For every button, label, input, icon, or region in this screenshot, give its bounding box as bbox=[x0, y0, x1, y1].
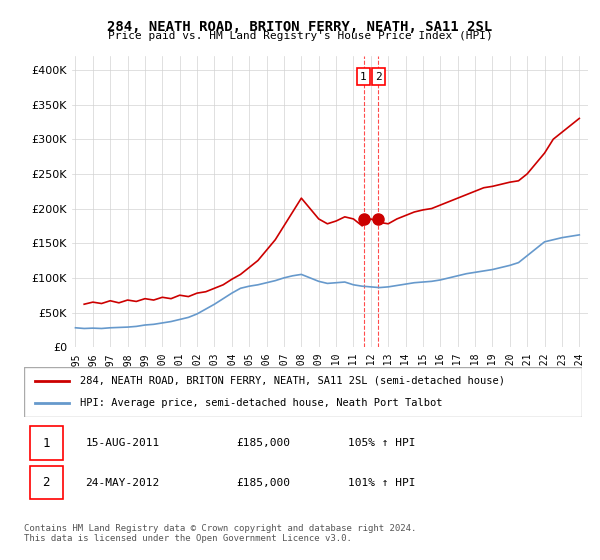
Text: 101% ↑ HPI: 101% ↑ HPI bbox=[347, 478, 415, 488]
Text: 105% ↑ HPI: 105% ↑ HPI bbox=[347, 438, 415, 448]
Text: 2: 2 bbox=[43, 477, 50, 489]
Text: HPI: Average price, semi-detached house, Neath Port Talbot: HPI: Average price, semi-detached house,… bbox=[80, 398, 442, 408]
FancyBboxPatch shape bbox=[29, 427, 63, 460]
Text: 284, NEATH ROAD, BRITON FERRY, NEATH, SA11 2SL (semi-detached house): 284, NEATH ROAD, BRITON FERRY, NEATH, SA… bbox=[80, 376, 505, 386]
Text: Contains HM Land Registry data © Crown copyright and database right 2024.
This d: Contains HM Land Registry data © Crown c… bbox=[24, 524, 416, 543]
FancyBboxPatch shape bbox=[24, 367, 582, 417]
Text: 24-MAY-2012: 24-MAY-2012 bbox=[85, 478, 160, 488]
Text: 1: 1 bbox=[360, 72, 367, 82]
FancyBboxPatch shape bbox=[29, 466, 63, 500]
Text: 15-AUG-2011: 15-AUG-2011 bbox=[85, 438, 160, 448]
Text: £185,000: £185,000 bbox=[236, 438, 290, 448]
Text: 1: 1 bbox=[43, 437, 50, 450]
Text: £185,000: £185,000 bbox=[236, 478, 290, 488]
Text: 284, NEATH ROAD, BRITON FERRY, NEATH, SA11 2SL: 284, NEATH ROAD, BRITON FERRY, NEATH, SA… bbox=[107, 20, 493, 34]
Text: 2: 2 bbox=[375, 72, 382, 82]
Text: Price paid vs. HM Land Registry's House Price Index (HPI): Price paid vs. HM Land Registry's House … bbox=[107, 31, 493, 41]
